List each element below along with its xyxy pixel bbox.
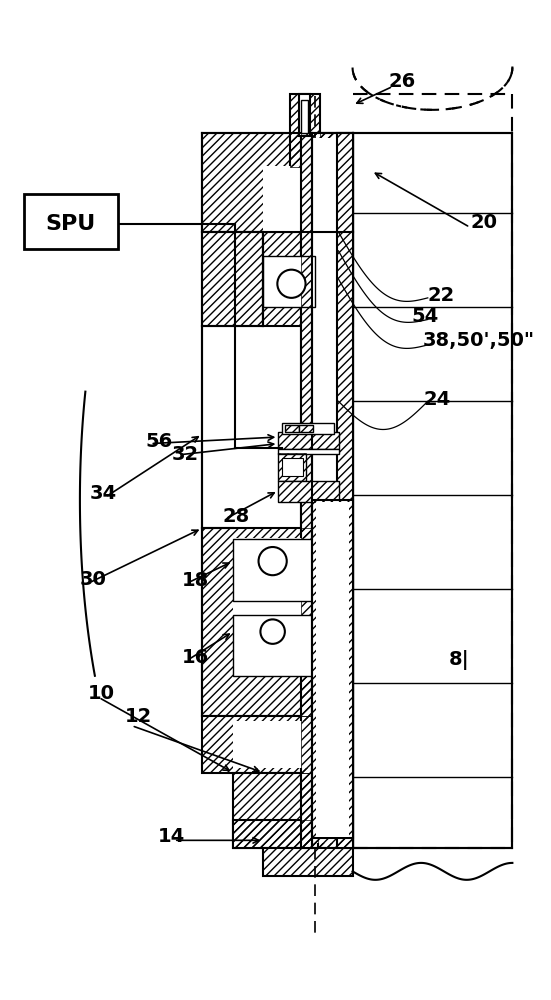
Bar bbox=[278, 432, 339, 449]
Text: 22: 22 bbox=[428, 286, 455, 305]
Circle shape bbox=[261, 619, 285, 644]
Text: 32: 32 bbox=[172, 445, 199, 464]
Text: 18: 18 bbox=[181, 571, 209, 590]
Text: 14: 14 bbox=[158, 827, 185, 846]
Text: SPU: SPU bbox=[45, 214, 96, 234]
Bar bbox=[263, 232, 353, 326]
Text: 10: 10 bbox=[88, 684, 115, 703]
Bar bbox=[263, 166, 320, 232]
Text: 12: 12 bbox=[125, 707, 152, 726]
Text: 38,50',50": 38,50',50" bbox=[423, 331, 535, 350]
Bar bbox=[233, 773, 353, 848]
Bar bbox=[233, 538, 353, 613]
Bar bbox=[282, 423, 334, 434]
Bar bbox=[290, 94, 320, 167]
Bar bbox=[202, 716, 353, 773]
Bar bbox=[306, 138, 348, 843]
Bar bbox=[263, 848, 353, 876]
Bar bbox=[337, 133, 353, 848]
Bar bbox=[312, 500, 353, 838]
Bar bbox=[202, 232, 263, 326]
Text: 54: 54 bbox=[412, 307, 439, 326]
Bar bbox=[301, 133, 312, 848]
Bar bbox=[233, 721, 353, 768]
Bar bbox=[301, 133, 312, 848]
Bar bbox=[301, 100, 309, 133]
Bar bbox=[285, 425, 299, 432]
Bar bbox=[278, 432, 339, 449]
Bar bbox=[263, 256, 315, 307]
Bar bbox=[278, 481, 339, 502]
Bar bbox=[278, 449, 339, 454]
Bar bbox=[263, 848, 353, 876]
Bar bbox=[282, 458, 302, 476]
Bar bbox=[233, 613, 353, 641]
Bar bbox=[278, 453, 306, 481]
Circle shape bbox=[258, 547, 287, 575]
Text: 34: 34 bbox=[89, 484, 116, 503]
Text: 30: 30 bbox=[80, 570, 107, 589]
Bar bbox=[202, 528, 353, 716]
Bar bbox=[233, 615, 313, 676]
Bar bbox=[301, 133, 353, 848]
Bar bbox=[263, 232, 353, 326]
Bar bbox=[278, 453, 306, 481]
Text: 8|: 8| bbox=[449, 650, 469, 670]
Bar bbox=[299, 425, 313, 432]
Bar bbox=[202, 232, 263, 326]
Text: 20: 20 bbox=[470, 213, 497, 232]
Bar bbox=[233, 820, 318, 848]
Text: 28: 28 bbox=[223, 507, 250, 526]
Bar bbox=[202, 528, 353, 716]
Text: 16: 16 bbox=[181, 648, 209, 667]
Bar bbox=[285, 425, 299, 432]
Bar bbox=[316, 502, 349, 837]
Bar bbox=[278, 481, 339, 502]
Bar bbox=[233, 820, 318, 848]
Bar bbox=[202, 133, 353, 232]
Bar bbox=[312, 500, 353, 838]
Bar bbox=[233, 773, 353, 848]
Bar bbox=[24, 194, 117, 249]
Bar bbox=[353, 133, 512, 848]
Text: 26: 26 bbox=[388, 72, 415, 91]
Text: 56: 56 bbox=[145, 432, 173, 451]
Bar bbox=[202, 716, 353, 773]
Text: 24: 24 bbox=[423, 390, 450, 409]
Bar bbox=[299, 94, 310, 136]
Bar bbox=[337, 133, 353, 848]
Bar bbox=[299, 425, 313, 432]
Bar bbox=[301, 133, 353, 848]
Circle shape bbox=[277, 270, 306, 298]
Bar bbox=[233, 539, 313, 601]
Bar bbox=[202, 133, 353, 232]
Bar bbox=[290, 94, 320, 167]
